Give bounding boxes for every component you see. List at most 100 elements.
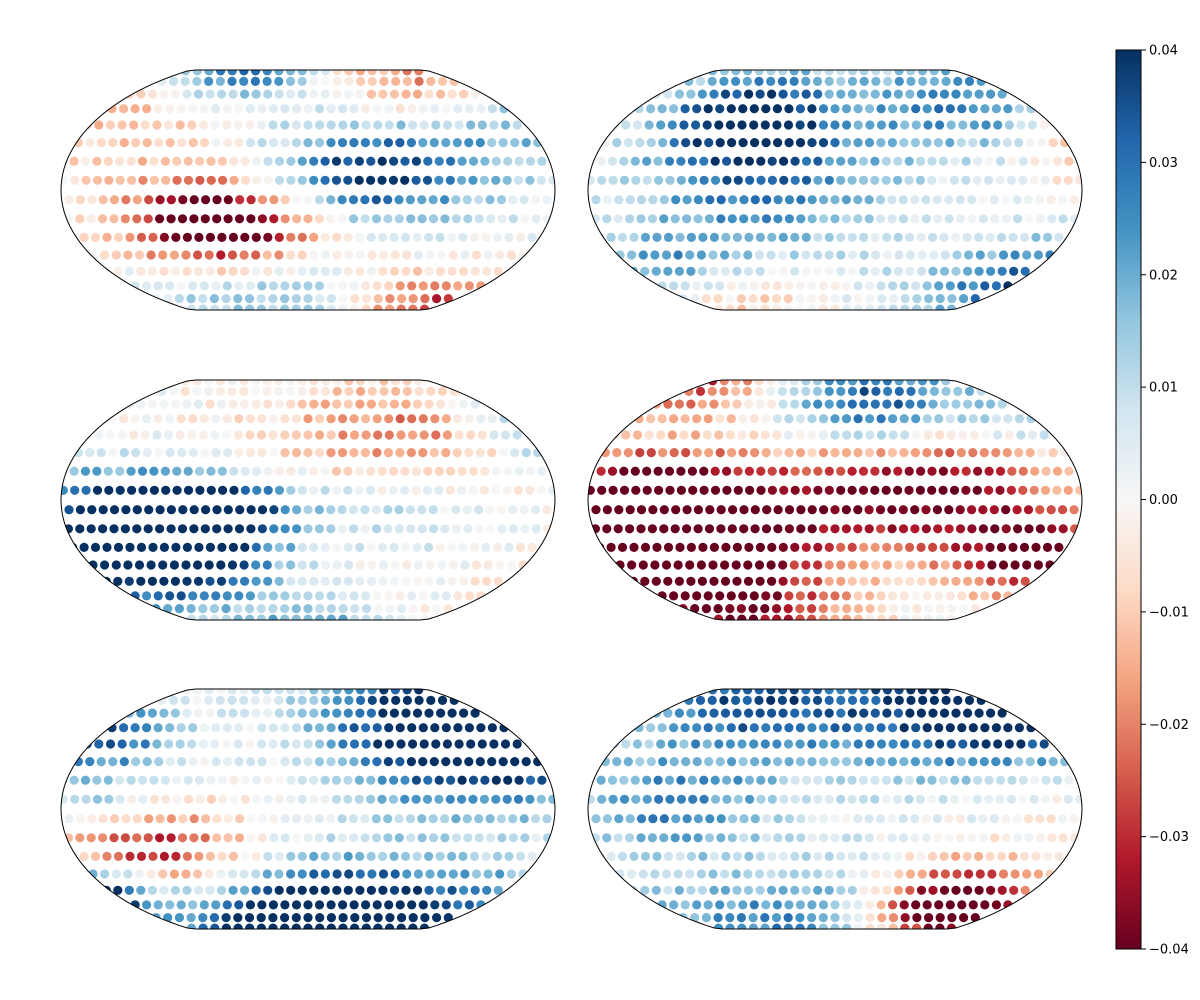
map-point	[642, 485, 652, 495]
map-point	[113, 232, 124, 242]
map-point	[405, 195, 415, 205]
map-point	[188, 138, 198, 148]
map-point	[595, 232, 605, 242]
map-point	[412, 708, 423, 718]
map-point	[458, 232, 468, 242]
map-point	[915, 175, 926, 185]
map-point	[922, 900, 932, 910]
map-point	[460, 560, 470, 570]
map-point	[354, 937, 363, 946]
map-point	[935, 294, 945, 304]
map-point	[136, 885, 146, 895]
map-point	[462, 505, 472, 515]
map-point	[183, 775, 193, 785]
map-point	[360, 757, 370, 767]
map-point	[917, 689, 928, 695]
map-point	[898, 623, 907, 632]
map-point	[1012, 814, 1022, 824]
map-point	[623, 138, 633, 148]
map-point	[300, 50, 309, 59]
map-point	[761, 723, 771, 733]
map-point	[669, 414, 679, 424]
map-point	[250, 695, 260, 706]
map-point	[625, 833, 635, 843]
map-point	[527, 232, 537, 242]
map-point	[356, 695, 366, 706]
map-point	[413, 560, 423, 570]
map-point	[681, 138, 691, 148]
map-point	[1026, 723, 1036, 733]
map-point	[161, 175, 171, 185]
map-point	[303, 430, 313, 440]
map-point	[916, 576, 927, 586]
map-point	[174, 913, 184, 923]
map-point	[262, 560, 272, 570]
map-point	[640, 266, 650, 276]
map-point	[181, 560, 191, 570]
map-point	[824, 695, 834, 706]
map-point	[434, 485, 444, 495]
map-point	[192, 76, 202, 86]
map-point	[916, 542, 926, 553]
map-point	[893, 399, 904, 409]
map-outline	[60, 69, 556, 311]
map-point	[725, 304, 735, 310]
map-point	[737, 923, 747, 929]
map-point	[411, 156, 421, 166]
map-point	[366, 58, 375, 67]
map-point	[691, 120, 701, 130]
map-point	[165, 104, 175, 114]
map-point	[129, 430, 139, 440]
map-point	[830, 814, 840, 824]
map-point	[830, 604, 840, 614]
map-point	[818, 913, 828, 923]
map-point	[768, 368, 777, 377]
map-point	[274, 485, 285, 495]
map-point	[262, 76, 272, 86]
map-point	[280, 104, 290, 114]
map-point	[865, 614, 875, 620]
map-point	[900, 614, 910, 620]
map-point	[847, 89, 857, 99]
map-point	[195, 156, 205, 166]
map-point	[309, 232, 319, 242]
map-point	[373, 913, 383, 923]
map-point	[917, 560, 927, 570]
map-point	[400, 156, 410, 166]
map-point	[417, 833, 427, 843]
map-point	[754, 386, 764, 396]
map-point	[820, 50, 829, 59]
map-point	[129, 739, 139, 749]
map-point	[740, 623, 749, 632]
map-point	[642, 794, 652, 804]
map-point	[453, 281, 463, 291]
map-point	[864, 195, 874, 205]
map-point	[498, 138, 508, 148]
map-point	[349, 414, 359, 424]
map-point	[807, 294, 817, 304]
map-point	[423, 156, 433, 166]
map-point	[888, 913, 899, 923]
map-point	[239, 689, 249, 695]
map-point	[1064, 156, 1074, 166]
map-point	[957, 723, 967, 733]
map-point	[807, 833, 817, 843]
map-point	[709, 885, 719, 895]
map-point	[761, 591, 771, 601]
map-point	[778, 250, 788, 260]
map-point	[263, 156, 273, 166]
map-point	[189, 214, 199, 224]
map-point	[928, 399, 938, 409]
map-point	[644, 430, 654, 440]
map-point	[247, 623, 256, 632]
map-point	[708, 869, 718, 879]
map-point	[974, 576, 984, 586]
map-point	[418, 414, 428, 424]
map-point	[870, 266, 880, 276]
map-point	[905, 250, 916, 260]
map-point	[289, 940, 298, 949]
map-point	[186, 913, 196, 923]
map-point	[131, 448, 141, 458]
map-point	[92, 794, 103, 804]
map-point	[1019, 542, 1030, 553]
